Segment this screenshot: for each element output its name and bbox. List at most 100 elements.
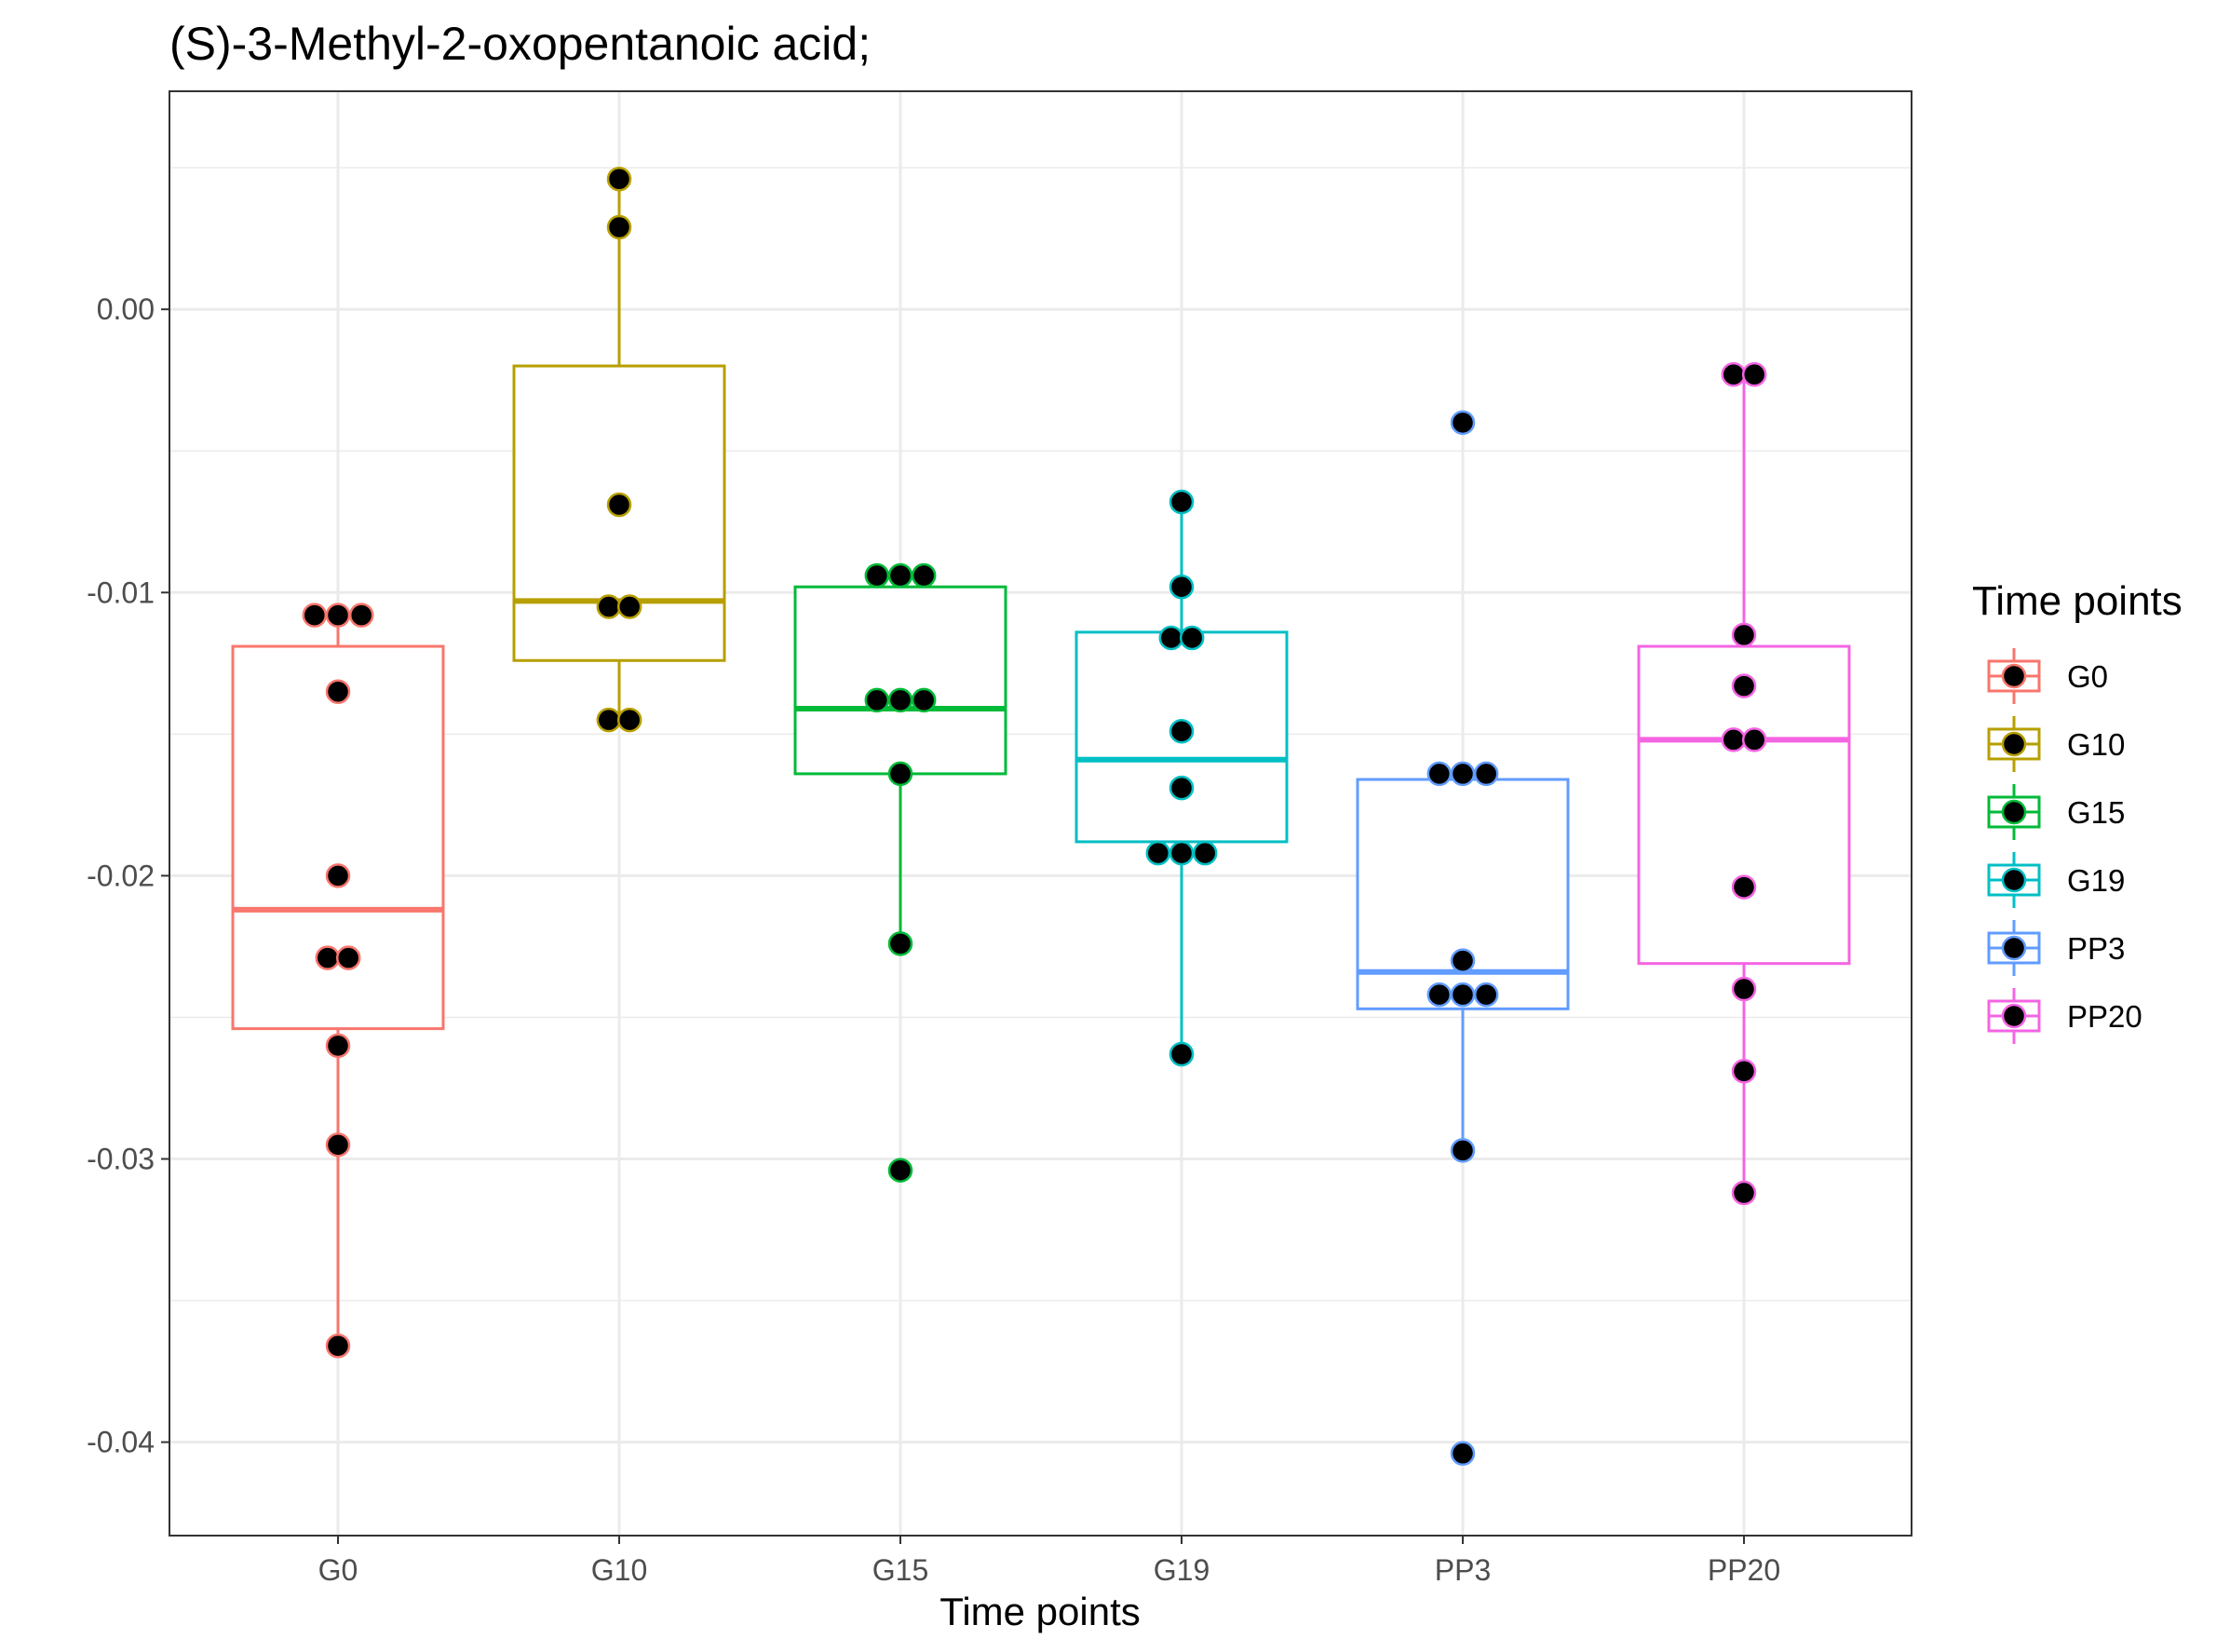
data-point-g19 — [1169, 489, 1195, 515]
boxplots — [231, 179, 1851, 1347]
data-point-pp20 — [1741, 361, 1767, 387]
legend-item-g19: G19 — [1987, 852, 2125, 908]
legend-item-pp20: PP20 — [1987, 988, 2142, 1044]
legend-key-point — [2001, 1003, 2027, 1029]
data-point-g15 — [887, 761, 913, 787]
data-point-pp3 — [1450, 1441, 1476, 1467]
data-point-g0 — [315, 945, 341, 970]
box — [231, 644, 445, 1031]
data-point-pp3 — [1426, 982, 1453, 1008]
data-point-g19 — [1169, 775, 1195, 801]
boxplot-g15 — [793, 575, 1007, 944]
x-tick-label: G19 — [1154, 1553, 1210, 1587]
data-point-g0 — [325, 603, 351, 628]
data-point-pp3 — [1450, 410, 1476, 436]
y-tick-label: -0.01 — [87, 575, 155, 609]
x-tick-label: G10 — [591, 1553, 647, 1587]
grid-lines — [169, 91, 1912, 1536]
data-point-g15 — [911, 562, 937, 589]
x-tick-label: PP20 — [1708, 1553, 1780, 1587]
data-point-g19 — [1158, 625, 1184, 651]
y-tick-label: -0.04 — [87, 1426, 155, 1459]
data-point-g0 — [325, 679, 351, 704]
legend-label: G0 — [2067, 659, 2108, 694]
data-point-pp3 — [1426, 761, 1453, 787]
data-point-g15 — [887, 687, 913, 713]
legend-label: PP3 — [2067, 931, 2125, 966]
legend-key-point — [2001, 935, 2027, 961]
data-point-g19 — [1145, 840, 1171, 866]
data-point-pp3 — [1450, 982, 1476, 1008]
legend-item-g10: G10 — [1987, 716, 2125, 772]
data-point-g0 — [325, 863, 351, 888]
data-point-pp20 — [1741, 727, 1767, 752]
legend-label: G10 — [2067, 727, 2125, 762]
legend-title: Time points — [1972, 578, 2183, 624]
legend-key-point — [2001, 867, 2027, 893]
data-point-g10 — [616, 707, 642, 733]
legend: Time points G0 G10 G15 G19 PP3 PP20 — [1972, 578, 2183, 1044]
data-point-pp20 — [1731, 976, 1757, 1002]
legend-label: G15 — [2067, 795, 2125, 830]
data-point-g0 — [348, 603, 374, 628]
data-point-pp20 — [1721, 727, 1747, 752]
box — [793, 585, 1007, 776]
data-point-g15 — [911, 687, 937, 713]
data-point-g15 — [887, 931, 913, 956]
legend-label: G19 — [2067, 863, 2125, 898]
data-point-g15 — [864, 687, 890, 713]
data-point-g10 — [596, 707, 622, 733]
data-point-pp3 — [1473, 982, 1499, 1008]
legend-label: PP20 — [2067, 999, 2142, 1034]
data-points — [302, 167, 1767, 1467]
data-point-g15 — [887, 1158, 913, 1183]
x-axis-title: Time points — [939, 1590, 1141, 1633]
data-point-pp20 — [1731, 874, 1757, 900]
data-point-g15 — [864, 562, 890, 589]
box — [1637, 644, 1851, 966]
legend-items: G0 G10 G15 G19 PP3 PP20 — [1987, 648, 2142, 1044]
data-point-g0 — [325, 1132, 351, 1158]
data-point-pp3 — [1450, 948, 1476, 973]
boxplot-g0 — [231, 615, 445, 1347]
y-tick-label: -0.02 — [87, 859, 155, 892]
panel-border — [169, 90, 1912, 1537]
data-point-g0 — [325, 1333, 351, 1359]
data-point-g19 — [1179, 625, 1205, 651]
data-point-g19 — [1169, 840, 1195, 866]
x-tick-label: G0 — [318, 1553, 358, 1587]
data-point-g0 — [335, 945, 361, 970]
legend-item-g0: G0 — [1987, 648, 2108, 704]
x-tick-label: G15 — [872, 1553, 928, 1587]
legend-item-pp3: PP3 — [1987, 920, 2125, 976]
data-point-pp3 — [1450, 761, 1476, 787]
data-point-g15 — [887, 562, 913, 589]
plot-panel — [169, 91, 1912, 1536]
data-point-g0 — [302, 603, 328, 628]
data-point-g10 — [606, 167, 632, 192]
data-point-g19 — [1192, 840, 1218, 866]
data-point-g10 — [596, 594, 622, 619]
data-point-g10 — [606, 492, 632, 518]
y-tick-label: 0.00 — [97, 292, 155, 326]
axis-ticks: 0.00 -0.01 -0.02 -0.03 -0.04 G0 G10 G15 G19 PP3 PP… — [87, 292, 1780, 1587]
data-point-g10 — [606, 214, 632, 240]
data-point-pp3 — [1473, 761, 1499, 787]
data-point-pp20 — [1731, 1058, 1757, 1084]
data-point-pp20 — [1721, 361, 1747, 387]
x-tick-label: PP3 — [1435, 1553, 1491, 1587]
legend-item-g15: G15 — [1987, 784, 2125, 840]
data-point-g0 — [325, 1033, 351, 1059]
data-point-g19 — [1169, 1041, 1195, 1067]
data-point-pp3 — [1450, 1138, 1476, 1163]
legend-key-point — [2001, 799, 2027, 825]
data-point-g10 — [616, 594, 642, 619]
data-point-pp20 — [1731, 622, 1757, 648]
chart-title: (S)-3-Methyl-2-oxopentanoic acid; — [169, 18, 871, 70]
data-point-g19 — [1169, 574, 1195, 600]
data-point-pp20 — [1731, 1180, 1757, 1206]
data-point-pp20 — [1731, 673, 1757, 698]
y-tick-label: -0.03 — [87, 1143, 155, 1176]
data-point-g19 — [1169, 719, 1195, 744]
legend-key-point — [2001, 731, 2027, 757]
